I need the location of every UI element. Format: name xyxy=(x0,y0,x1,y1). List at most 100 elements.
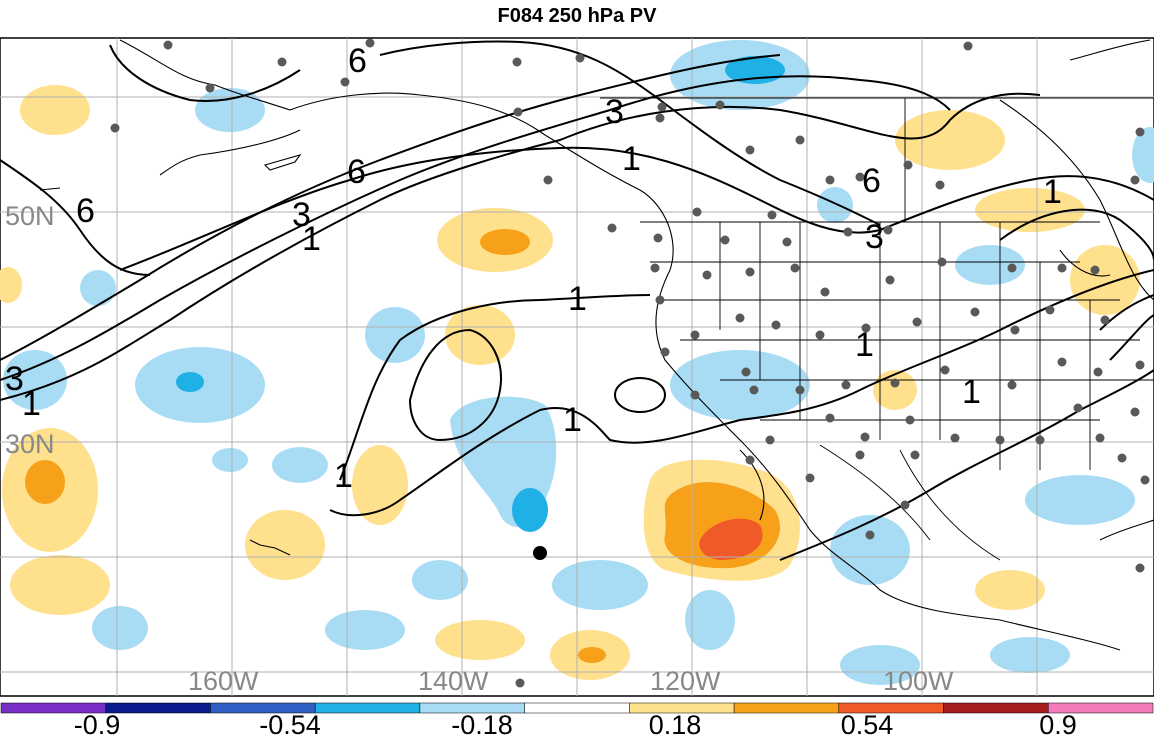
pv-map: 6 6 6 6 3 3 3 3 1 1 1 1 1 1 1 1 1 50N 30… xyxy=(0,37,1154,697)
lat-label-30n: 30N xyxy=(5,429,55,459)
pv-positive-core xyxy=(699,518,763,560)
pv-negative-area xyxy=(552,560,648,610)
colorbar-cell xyxy=(733,702,840,714)
pv-negative-area xyxy=(412,560,468,600)
colorbar-cell xyxy=(524,702,630,714)
axis-labels: 50N 30N 160W 140W 120W 100W xyxy=(5,201,954,696)
contour-label: 1 xyxy=(563,401,582,439)
contour-label: 1 xyxy=(622,140,641,178)
colorbar-tick: -0.54 xyxy=(259,710,321,740)
baja-california xyxy=(739,449,765,521)
pv-contour xyxy=(0,54,781,361)
pv-contour xyxy=(109,44,301,102)
pv-negative-area xyxy=(955,245,1025,285)
lon-label-100w: 100W xyxy=(883,666,954,696)
pv-shading xyxy=(0,40,1154,685)
pv-positive-area xyxy=(975,188,1085,232)
pv-negative-area xyxy=(195,88,265,132)
contour-label: 6 xyxy=(347,153,366,191)
pv-positive-area xyxy=(1070,245,1140,315)
pv-contour xyxy=(614,377,666,413)
contour-label: 1 xyxy=(302,220,321,258)
contour-label: 3 xyxy=(5,360,24,398)
great-lakes-region xyxy=(999,99,1154,301)
pv-negative-area xyxy=(272,447,328,483)
pv-positive-area xyxy=(435,620,525,660)
lon-label-140w: 140W xyxy=(418,666,489,696)
caribbean-coast xyxy=(1099,519,1154,541)
pv-negative-core xyxy=(176,372,204,392)
pv-negative-area xyxy=(840,645,920,685)
pv-contour xyxy=(0,75,951,381)
colorbar-cell xyxy=(943,702,1049,714)
contour-label: 1 xyxy=(22,385,41,423)
colorbar-cells xyxy=(0,702,1154,714)
contour-label: 1 xyxy=(568,280,587,318)
pv-contour xyxy=(119,146,1154,271)
marker-dot xyxy=(533,546,547,560)
pv-contour xyxy=(329,269,1154,517)
contour-label: 1 xyxy=(962,373,981,411)
colorbar-tick: 0.54 xyxy=(840,710,894,740)
pv-negative-area xyxy=(80,270,116,306)
colorbar-tick: 0.18 xyxy=(648,710,702,740)
coastlines xyxy=(39,39,1154,651)
colorbar-cell xyxy=(314,702,421,714)
pv-positive-area xyxy=(975,570,1045,610)
pv-negative-area xyxy=(817,187,853,223)
lat-label-50n: 50N xyxy=(5,201,55,231)
map-title: F084 250 hPa PV xyxy=(497,5,657,27)
contour-label: 6 xyxy=(862,162,881,200)
pv-positive-area xyxy=(245,510,325,580)
pv-negative-area xyxy=(670,350,810,420)
contour-label: 6 xyxy=(76,192,95,230)
hudson-coast xyxy=(1069,39,1151,61)
pv-contour xyxy=(779,369,1154,561)
pv-contours xyxy=(0,40,1154,561)
contour-label: 1 xyxy=(855,326,874,364)
colorbar-cell xyxy=(1048,702,1154,714)
pv-negative-area xyxy=(325,610,405,650)
pv-negative-area xyxy=(685,590,735,650)
state-borders xyxy=(600,97,1154,561)
pv-positive-core xyxy=(578,647,606,663)
lon-label-120w: 120W xyxy=(650,666,721,696)
pv-negative-area xyxy=(830,515,910,585)
pv-negative-area xyxy=(92,606,148,650)
colorbar-tick: -0.18 xyxy=(451,710,513,740)
colorbar-cell xyxy=(105,702,211,714)
hawaii-islands xyxy=(249,539,291,556)
contour-labels: 6 6 6 6 3 3 3 3 1 1 1 1 1 1 1 1 1 xyxy=(5,42,1062,495)
pv-contour xyxy=(999,208,1154,261)
pv-positive-core xyxy=(480,229,530,255)
pv-negative-area xyxy=(212,448,248,472)
pv-contour xyxy=(379,40,881,226)
pv-negative-area xyxy=(365,307,425,363)
pv-contour xyxy=(1109,314,1154,361)
pv-positive-area xyxy=(10,555,110,615)
pv-negative-area xyxy=(1132,127,1154,183)
graticule xyxy=(0,38,1154,696)
contour-label: 3 xyxy=(292,196,311,234)
contour-label: 3 xyxy=(865,218,884,256)
pv-contour xyxy=(0,159,151,276)
colorbar-tick: 0.9 xyxy=(1039,710,1077,740)
pv-contour xyxy=(408,328,502,442)
pv-contour xyxy=(0,92,1041,401)
lon-label-160w: 160W xyxy=(188,666,259,696)
colorbar-tick: -0.9 xyxy=(73,710,121,740)
pv-negative-core xyxy=(512,488,548,532)
station-dots xyxy=(110,38,1150,688)
west-coast xyxy=(119,39,1121,651)
pv-positive-area xyxy=(352,445,408,525)
pv-negative-area xyxy=(990,637,1070,673)
pv-negative-area xyxy=(1025,475,1135,525)
pv-contour xyxy=(339,294,651,481)
contour-label: 3 xyxy=(605,93,624,131)
pv-positive-area xyxy=(20,85,90,135)
pv-contour xyxy=(1099,294,1154,331)
contour-label: 1 xyxy=(1043,173,1062,211)
pv-positive-area xyxy=(0,267,22,303)
aleutians xyxy=(159,129,301,176)
colorbar xyxy=(0,702,1154,714)
